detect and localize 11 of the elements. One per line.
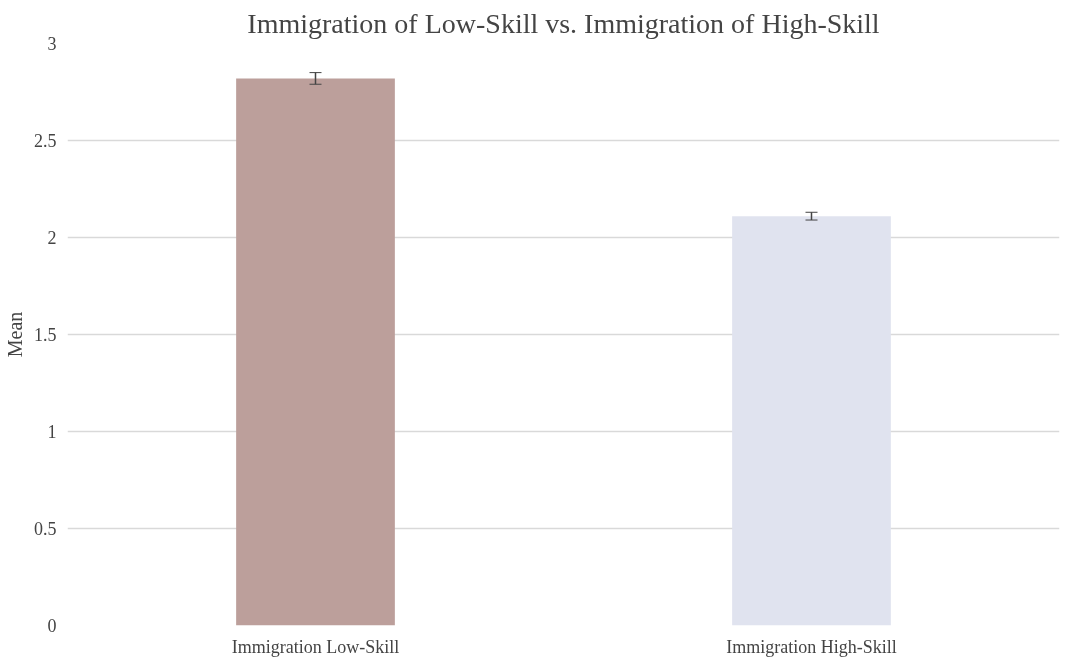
y-tick-label: 2	[47, 228, 57, 248]
y-tick-label: 1	[47, 422, 57, 442]
y-axis-title: Mean	[4, 311, 26, 358]
x-tick-label: Immigration Low-Skill	[231, 636, 400, 657]
y-tick-label: 1.5	[34, 325, 57, 345]
y-tick-label: 2.5	[34, 131, 57, 151]
y-tick-label: 0.5	[34, 519, 57, 539]
y-tick-label: 0	[47, 616, 57, 636]
y-tick-label: 3	[47, 34, 57, 54]
chart-title: Immigration of Low-Skill vs. Immigration of High-Skill	[247, 7, 880, 39]
x-tick-label: Immigration High-Skill	[726, 636, 897, 657]
